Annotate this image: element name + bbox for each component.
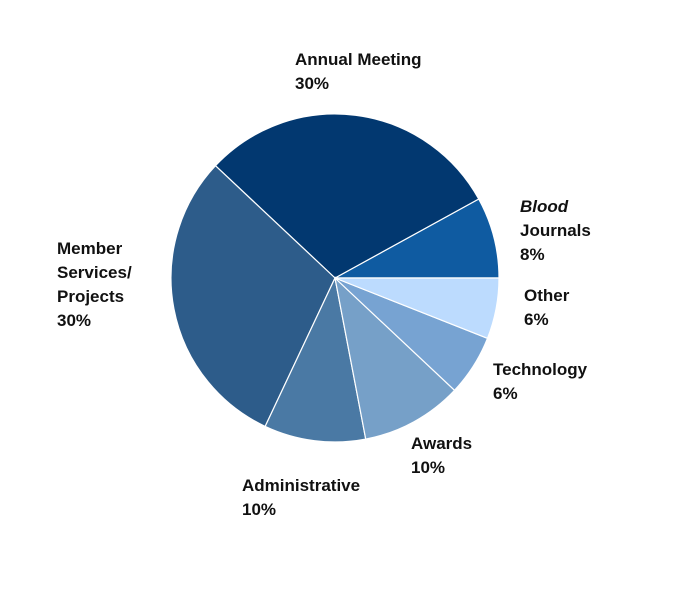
label-technology-name: Technology <box>493 360 588 379</box>
label-other-value: 6% <box>524 310 549 329</box>
pie-slice-awards <box>334 276 456 440</box>
label-blood-journals-value: 8% <box>520 245 545 264</box>
pie-slice-admin <box>264 276 367 443</box>
label-blood-journals: Blood Journals 8% <box>520 195 591 267</box>
label-other: Other 6% <box>524 284 569 332</box>
label-awards: Awards 10% <box>411 432 472 480</box>
label-technology: Technology 6% <box>493 358 587 406</box>
label-blood-journals-name-1: Blood <box>520 197 569 216</box>
label-member-services-name-2: Services/ <box>57 263 132 282</box>
label-administrative: Administrative 10% <box>242 474 360 522</box>
label-member-services: Member Services/ Projects 30% <box>57 237 132 333</box>
label-other-name: Other <box>524 286 570 305</box>
label-annual-meeting-name: Annual Meeting <box>295 50 422 69</box>
label-blood-journals-name-2: Journals <box>520 221 591 240</box>
label-technology-value: 6% <box>493 384 518 403</box>
label-awards-name: Awards <box>411 434 473 453</box>
pie-slice-annual <box>214 113 480 279</box>
pie-slice-member <box>170 164 336 428</box>
label-administrative-name: Administrative <box>242 476 361 495</box>
label-annual-meeting: Annual Meeting 30% <box>295 48 422 96</box>
pie-slice-other <box>334 277 500 340</box>
label-member-services-name-1: Member <box>57 239 123 258</box>
label-awards-value: 10% <box>411 458 446 477</box>
label-member-services-name-3: Projects <box>57 287 125 306</box>
label-administrative-value: 10% <box>242 500 277 519</box>
label-member-services-value: 30% <box>57 311 92 330</box>
label-annual-meeting-value: 30% <box>295 74 330 93</box>
